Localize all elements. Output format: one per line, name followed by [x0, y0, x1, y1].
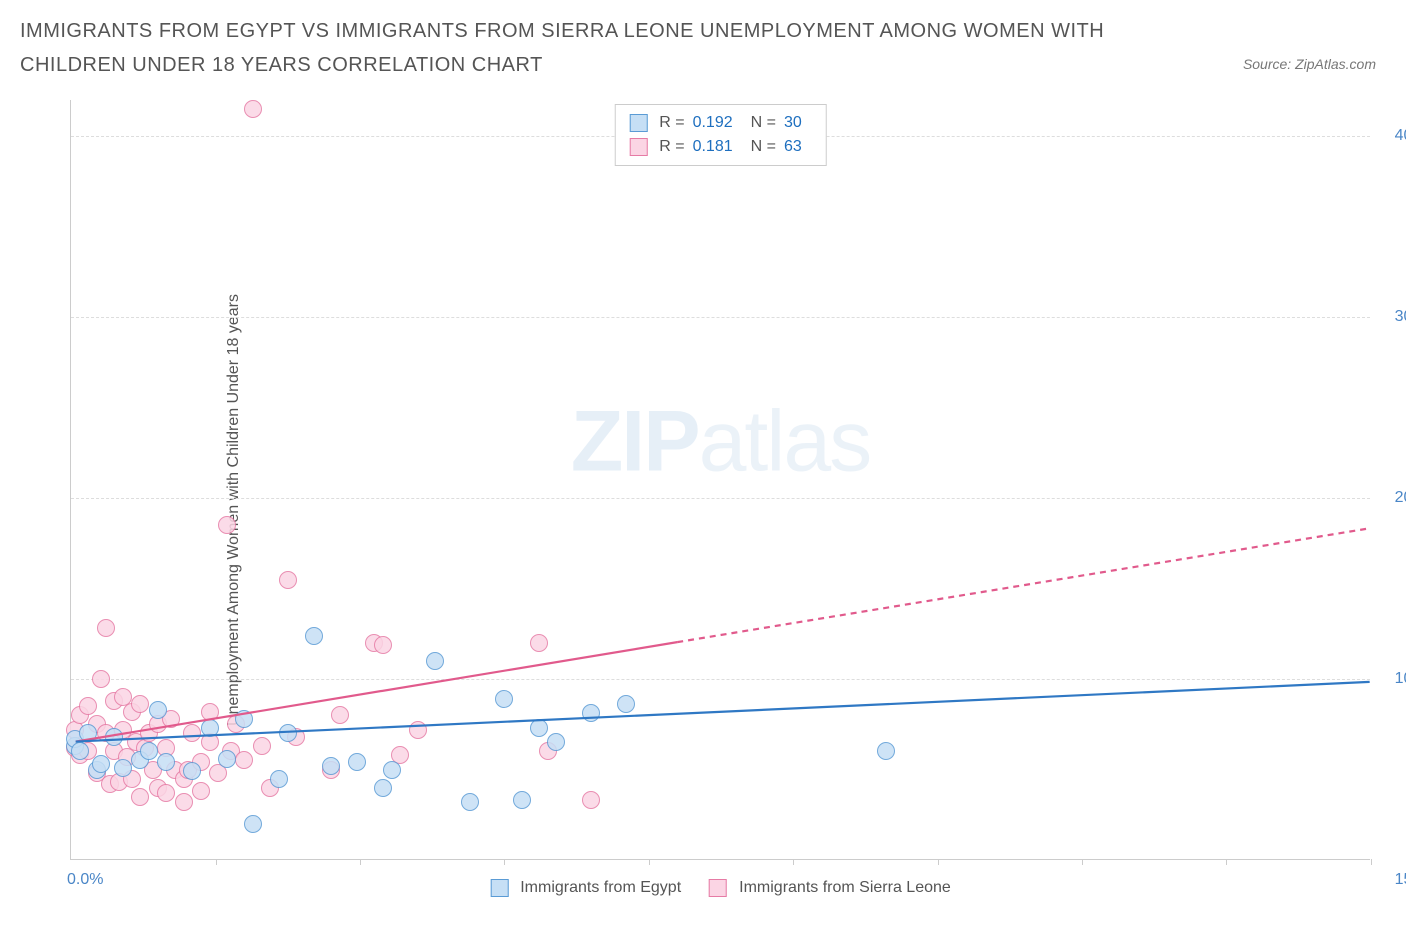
data-point [331, 706, 349, 724]
legend-item-sierra: Immigrants from Sierra Leone [709, 879, 951, 897]
data-point [175, 793, 193, 811]
chart-container: Unemployment Among Women with Children U… [20, 100, 1386, 920]
data-point [495, 690, 513, 708]
data-point [374, 636, 392, 654]
data-point [131, 788, 149, 806]
y-tick-label: 30.0% [1395, 308, 1406, 326]
y-tick-label: 40.0% [1395, 127, 1406, 145]
source-attribution: Source: ZipAtlas.com [1243, 56, 1376, 72]
x-tick-mark [216, 859, 217, 865]
watermark: ZIPatlas [571, 392, 870, 491]
data-point [140, 742, 158, 760]
x-tick-mark [360, 859, 361, 865]
data-point [582, 704, 600, 722]
data-point [582, 791, 600, 809]
r-label-2: R = [659, 135, 684, 159]
chart-title: IMMIGRANTS FROM EGYPT VS IMMIGRANTS FROM… [20, 14, 1170, 82]
data-point [157, 784, 175, 802]
data-point [235, 751, 253, 769]
gridline [71, 317, 1370, 318]
n-value-2: 63 [784, 135, 802, 159]
data-point [92, 670, 110, 688]
legend-swatch-sierra [709, 879, 727, 897]
data-point [92, 755, 110, 773]
y-tick-label: 10.0% [1395, 670, 1406, 688]
data-point [114, 759, 132, 777]
legend-label-sierra: Immigrants from Sierra Leone [739, 879, 951, 897]
legend-item-egypt: Immigrants from Egypt [490, 879, 681, 897]
data-point [279, 724, 297, 742]
data-point [461, 793, 479, 811]
data-point [105, 728, 123, 746]
n-value-1: 30 [784, 111, 802, 135]
data-point [218, 750, 236, 768]
data-point [530, 634, 548, 652]
legend-label-egypt: Immigrants from Egypt [520, 879, 681, 897]
x-tick-left: 0.0% [67, 871, 103, 889]
stats-row-egypt: R = 0.192 N = 30 [629, 111, 812, 135]
data-point [183, 724, 201, 742]
data-point [617, 695, 635, 713]
data-point [409, 721, 427, 739]
data-point [513, 791, 531, 809]
data-point [97, 619, 115, 637]
data-point [79, 724, 97, 742]
data-point [383, 761, 401, 779]
data-point [79, 697, 97, 715]
data-point [270, 770, 288, 788]
x-tick-mark [1371, 859, 1372, 865]
gridline [71, 679, 1370, 680]
x-tick-mark [1082, 859, 1083, 865]
data-point [235, 710, 253, 728]
x-tick-mark [504, 859, 505, 865]
data-point [157, 753, 175, 771]
swatch-egypt [629, 114, 647, 132]
data-point [348, 753, 366, 771]
data-point [322, 757, 340, 775]
data-point [305, 627, 323, 645]
x-tick-mark [938, 859, 939, 865]
data-point [426, 652, 444, 670]
data-point [530, 719, 548, 737]
data-point [374, 779, 392, 797]
data-point [218, 516, 236, 534]
swatch-sierra [629, 138, 647, 156]
x-tick-mark [649, 859, 650, 865]
legend: Immigrants from Egypt Immigrants from Si… [490, 879, 951, 897]
x-tick-mark [1226, 859, 1227, 865]
y-tick-label: 20.0% [1395, 489, 1406, 507]
data-point [547, 733, 565, 751]
data-point [201, 719, 219, 737]
gridline [71, 498, 1370, 499]
x-tick-mark [793, 859, 794, 865]
data-point [71, 742, 89, 760]
data-point [244, 815, 262, 833]
watermark-zip: ZIP [571, 393, 699, 489]
data-point [149, 701, 167, 719]
legend-swatch-egypt [490, 879, 508, 897]
r-value-2: 0.181 [693, 135, 733, 159]
data-point [279, 571, 297, 589]
data-point [131, 695, 149, 713]
correlation-stats-box: R = 0.192 N = 30 R = 0.181 N = 63 [614, 104, 827, 166]
n-label-2: N = [751, 135, 776, 159]
n-label-1: N = [751, 111, 776, 135]
r-value-1: 0.192 [693, 111, 733, 135]
plot-area: ZIPatlas R = 0.192 N = 30 R = 0.181 N = … [70, 100, 1370, 860]
data-point [244, 100, 262, 118]
data-point [877, 742, 895, 760]
r-label-1: R = [659, 111, 684, 135]
stats-row-sierra: R = 0.181 N = 63 [629, 135, 812, 159]
data-point [183, 762, 201, 780]
data-point [253, 737, 271, 755]
data-point [192, 782, 210, 800]
watermark-atlas: atlas [699, 393, 871, 489]
x-tick-right: 15.0% [1395, 871, 1406, 889]
